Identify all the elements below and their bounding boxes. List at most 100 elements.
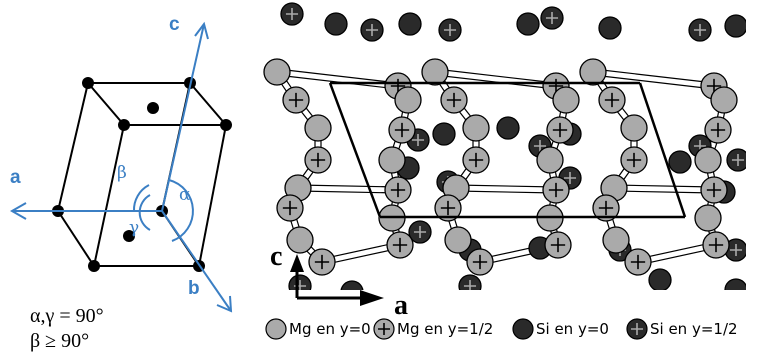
bond-line bbox=[613, 190, 714, 194]
mg-atom bbox=[694, 146, 722, 174]
bond-line bbox=[614, 184, 715, 188]
si-atom bbox=[516, 12, 540, 36]
bond-line bbox=[456, 184, 557, 188]
structure-axis-label-c: c bbox=[270, 241, 282, 272]
mg-atom bbox=[579, 58, 607, 86]
bond-line bbox=[435, 68, 557, 84]
si-y0-swatch bbox=[512, 318, 534, 340]
mg-atom bbox=[702, 231, 730, 259]
mg-atom bbox=[624, 248, 652, 276]
a-axis-arrowhead bbox=[360, 290, 384, 306]
bond-line bbox=[593, 68, 715, 84]
si-atom bbox=[398, 12, 422, 36]
axis-label-b: b bbox=[188, 278, 200, 299]
mg-atom bbox=[304, 114, 332, 142]
mg-y0-swatch bbox=[265, 318, 287, 340]
mg-atom bbox=[620, 146, 648, 174]
si-atom bbox=[288, 274, 312, 290]
mg-atom bbox=[388, 116, 416, 144]
axis-label-a: a bbox=[10, 167, 21, 188]
mg-atom bbox=[421, 58, 449, 86]
mg-atom bbox=[542, 176, 570, 204]
mg-atom bbox=[462, 114, 490, 142]
angle-label-beta: β bbox=[117, 163, 127, 183]
corner-atom bbox=[82, 77, 94, 89]
mg-atom bbox=[394, 86, 422, 114]
mg-atom bbox=[592, 194, 620, 222]
si-atom bbox=[324, 12, 348, 36]
si-atom bbox=[438, 18, 462, 42]
si-atom bbox=[280, 2, 304, 26]
c-axis-arrowhead bbox=[290, 254, 304, 272]
mg-atom bbox=[700, 176, 728, 204]
axis-label-c: c bbox=[169, 14, 180, 35]
si-atom bbox=[458, 274, 482, 290]
legend-item-si-y0: Si en y=0 bbox=[512, 318, 609, 340]
bond-line bbox=[455, 190, 556, 194]
mg-atom bbox=[546, 116, 574, 144]
mg-atom bbox=[602, 226, 630, 254]
si-atom bbox=[432, 122, 456, 146]
structure-projection: c a Mg en y=0 Mg en y=1/2 Si en y=0 Si e… bbox=[263, 2, 746, 340]
mg-atom bbox=[710, 86, 738, 114]
mg-atom bbox=[386, 231, 414, 259]
structure-atoms bbox=[263, 2, 746, 290]
mg-atom bbox=[544, 231, 572, 259]
corner-atom bbox=[220, 119, 232, 131]
legend-item-mg-y0: Mg en y=0 bbox=[265, 318, 371, 340]
si-atom bbox=[668, 150, 692, 174]
mg-atom bbox=[440, 86, 468, 114]
angle-label-gamma: γ bbox=[129, 218, 139, 238]
legend: Mg en y=0 Mg en y=1/2 Si en y=0 Si en y=… bbox=[265, 318, 738, 340]
mg-atom bbox=[384, 176, 412, 204]
bond-line bbox=[277, 68, 399, 84]
angle-condition-2: β ≥ 90° bbox=[30, 330, 89, 352]
legend-label: Si en y=0 bbox=[536, 320, 609, 338]
mg-atom bbox=[552, 86, 580, 114]
corner-atom bbox=[88, 260, 100, 272]
mg-atom bbox=[263, 58, 291, 86]
plus-icon bbox=[378, 323, 390, 335]
bond-line bbox=[297, 190, 398, 194]
legend-label: Mg en y=0 bbox=[289, 320, 371, 338]
si-atom bbox=[540, 6, 564, 30]
plus-icon bbox=[631, 323, 643, 335]
mg-atom bbox=[620, 114, 648, 142]
si-atom bbox=[408, 220, 432, 244]
si-atom bbox=[598, 16, 622, 40]
mg-atom bbox=[704, 116, 732, 144]
mg-atom bbox=[308, 248, 336, 276]
mg-atom bbox=[444, 226, 472, 254]
si-atom bbox=[726, 148, 746, 172]
mg-atom bbox=[378, 146, 406, 174]
mg-atom bbox=[694, 204, 722, 232]
si-atom bbox=[648, 268, 672, 290]
mg-atom bbox=[276, 194, 304, 222]
bond-chains bbox=[274, 68, 728, 266]
bond-line bbox=[592, 74, 714, 90]
mg-atom bbox=[282, 86, 310, 114]
structure-axes bbox=[295, 270, 366, 300]
mg-atom bbox=[462, 146, 490, 174]
alpha-arc bbox=[168, 179, 194, 242]
mg-atom bbox=[466, 248, 494, 276]
unit-cell-axes bbox=[9, 21, 233, 313]
beta-arc bbox=[132, 184, 150, 212]
cell-outline bbox=[328, 81, 687, 219]
corner-atom bbox=[118, 119, 130, 131]
si-atom bbox=[724, 14, 746, 38]
legend-label: Si en y=1/2 bbox=[650, 320, 738, 338]
si-atom bbox=[360, 18, 384, 42]
unit-cell-edges bbox=[57, 82, 227, 267]
mg-atom bbox=[286, 226, 314, 254]
bond-line bbox=[298, 184, 399, 188]
angle-label-alpha: α bbox=[179, 185, 191, 205]
face-center-atom bbox=[123, 230, 135, 242]
mg-atom bbox=[434, 194, 462, 222]
si-atom bbox=[496, 116, 520, 140]
gamma-arc bbox=[138, 194, 151, 231]
si-atom bbox=[724, 278, 746, 290]
unit-cell-diagram: a b c β α γ α,γ = 90° β ≥ 90° bbox=[9, 14, 233, 352]
legend-label: Mg en y=1/2 bbox=[397, 320, 493, 338]
